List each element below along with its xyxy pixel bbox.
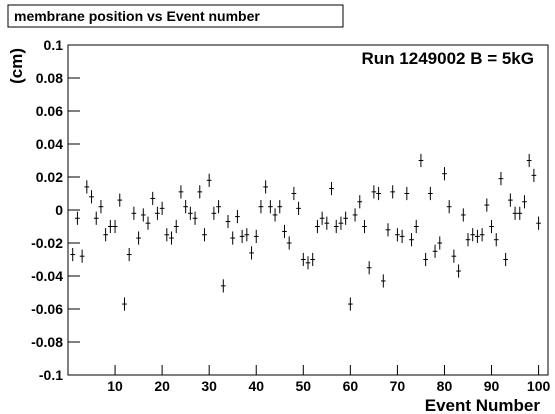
chart-title: membrane position vs Event number [14,8,260,24]
x-tick-label: 40 [248,378,264,394]
y-tick-label: -0.08 [31,334,63,350]
y-tick-label: -0.1 [39,367,63,383]
x-tick-label: 70 [390,378,406,394]
y-tick-label: -0.04 [31,268,63,284]
x-tick-label: 80 [437,378,453,394]
x-tick-label: 90 [484,378,500,394]
y-tick-label: 0.04 [36,136,63,152]
x-tick-label: 60 [343,378,359,394]
x-axis-label: Event Number [425,396,541,414]
plot-frame [67,44,549,376]
y-tick-label: -0.02 [31,235,63,251]
y-tick-label: 0.08 [36,70,63,86]
y-tick-label: 0 [55,202,63,218]
y-tick-label: 0.02 [36,169,63,185]
y-tick-label: 0.1 [44,37,64,53]
annotation: Run 1249002 B = 5kG [362,49,534,68]
y-axis-label: (cm) [7,48,26,84]
x-tick-label: 100 [527,378,551,394]
y-tick-label: 0.06 [36,103,63,119]
title-box [7,4,344,28]
y-tick-label: -0.06 [31,301,63,317]
x-tick-label: 50 [296,378,312,394]
x-tick-label: 30 [201,378,217,394]
x-tick-label: 20 [154,378,170,394]
x-tick-label: 10 [107,378,123,394]
